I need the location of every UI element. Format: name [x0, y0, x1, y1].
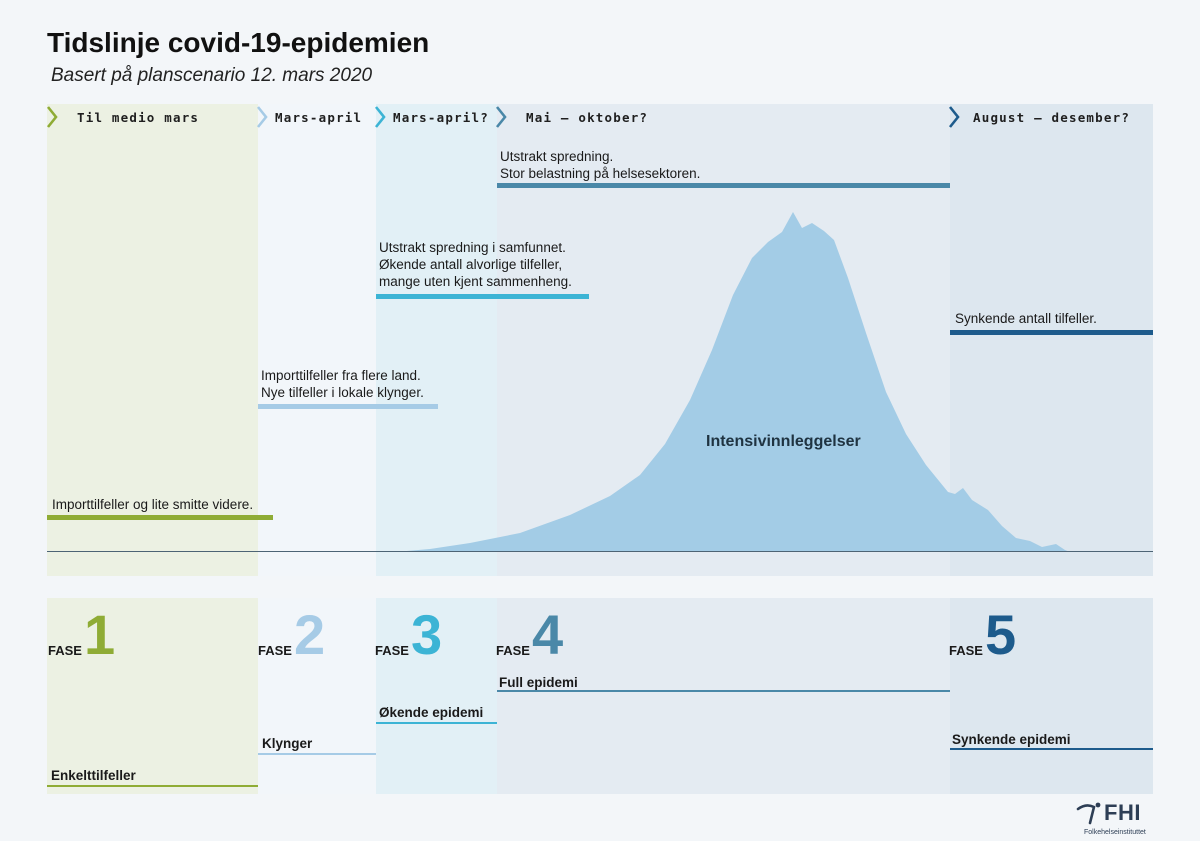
- phase-line-3: [376, 722, 497, 724]
- phase-band-5: [950, 598, 1153, 794]
- page-title: Tidslinje covid-19-epidemien: [47, 27, 430, 58]
- annotation-phase-2: Importtilfeller fra flere land. Nye tilf…: [261, 368, 424, 400]
- period-label: Mai – oktober?: [526, 109, 649, 125]
- timeline-baseline: [47, 551, 1153, 552]
- annotation-line-4: [497, 183, 950, 188]
- annotation-phase-1: Importtilfeller og lite smitte videre.: [52, 497, 254, 512]
- phase-line-2: [258, 753, 376, 755]
- period-header-3: Mars-april?: [373, 105, 489, 129]
- phase-line-4: [497, 690, 950, 692]
- chevron-right-icon: [495, 106, 507, 128]
- period-header-2: Mars-april: [255, 105, 362, 129]
- chevron-right-icon: [948, 106, 960, 128]
- phase-line-1: [47, 785, 258, 787]
- fhi-logo: FHI: [1076, 800, 1141, 826]
- period-label: Mars-april?: [393, 109, 489, 125]
- period-header-1: Til medio mars: [45, 105, 199, 129]
- phase-band-2: [258, 598, 376, 794]
- phase-heading-2: FASE 2: [258, 603, 326, 666]
- period-band-1: [47, 104, 258, 576]
- annotation-line-2: [258, 404, 438, 409]
- annotation-line-5: [950, 330, 1153, 335]
- phase-name-2: Klynger: [262, 736, 313, 751]
- logo-text: FHI: [1104, 800, 1141, 825]
- annotation-line-1: [47, 515, 273, 520]
- phase-line-5: [950, 748, 1153, 750]
- phase-band-4: [497, 598, 950, 794]
- period-label: Mars-april: [275, 109, 363, 125]
- logo-subtext: Folkehelseinstituttet: [1084, 829, 1146, 836]
- period-header-5: August – desember?: [947, 105, 1130, 129]
- phase-name-4: Full epidemi: [499, 675, 578, 690]
- phase-name-1: Enkelttilfeller: [51, 768, 136, 783]
- fhi-swoosh-icon: [1076, 802, 1101, 825]
- period-header-4: Mai – oktober?: [494, 105, 648, 129]
- page-subtitle: Basert på planscenario 12. mars 2020: [51, 65, 373, 86]
- phase-heading-1: FASE 1: [48, 603, 116, 666]
- period-label: August – desember?: [973, 109, 1131, 125]
- phase-heading-5: FASE 5: [949, 603, 1017, 666]
- annotation-phase-3: Utstrakt spredning i samfunnet. Økende a…: [379, 240, 572, 289]
- phase-band-3: [376, 598, 497, 794]
- curve-label: Intensivinnleggelser: [706, 433, 861, 450]
- annotation-phase-5: Synkende antall tilfeller.: [955, 311, 1097, 326]
- period-label: Til medio mars: [77, 109, 200, 125]
- annotation-line-3: [376, 294, 589, 299]
- phase-name-3: Økende epidemi: [379, 705, 484, 720]
- chevron-right-icon: [374, 106, 386, 128]
- phase-heading-4: FASE 4: [496, 603, 564, 666]
- annotation-phase-4: Utstrakt spredning. Stor belastning på h…: [500, 149, 701, 181]
- phase-name-5: Synkende epidemi: [952, 732, 1071, 747]
- period-band-3: [376, 104, 497, 576]
- phase-heading-3: FASE 3: [375, 603, 443, 666]
- icu-admissions-area: [395, 212, 1070, 552]
- chevron-right-icon: [46, 106, 58, 128]
- period-band-5: [950, 104, 1153, 576]
- phase-band-1: [47, 598, 258, 794]
- chevron-right-icon: [256, 106, 268, 128]
- period-band-2: [258, 104, 376, 576]
